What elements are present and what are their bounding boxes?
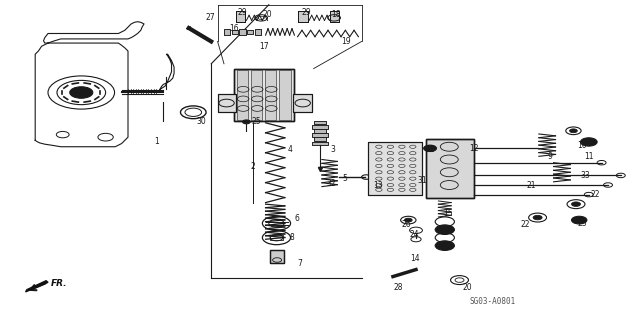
Text: FR.: FR. bbox=[51, 279, 68, 288]
Bar bbox=[368, 142, 422, 195]
Circle shape bbox=[435, 225, 454, 234]
Bar bbox=[224, 29, 230, 35]
Text: 12: 12 bbox=[469, 144, 478, 153]
Text: 19: 19 bbox=[340, 37, 351, 46]
Text: 28: 28 bbox=[394, 283, 403, 292]
Bar bbox=[293, 94, 312, 112]
Bar bbox=[247, 30, 253, 34]
Text: 16: 16 bbox=[228, 24, 239, 33]
Text: 14: 14 bbox=[410, 254, 420, 263]
Bar bbox=[330, 11, 339, 22]
Text: 10: 10 bbox=[577, 141, 588, 150]
Bar bbox=[232, 30, 238, 34]
Text: 30: 30 bbox=[196, 117, 207, 126]
Text: 21: 21 bbox=[527, 181, 536, 190]
Bar bbox=[239, 29, 246, 35]
Circle shape bbox=[424, 145, 436, 152]
Text: 2: 2 bbox=[250, 162, 255, 171]
Text: 33: 33 bbox=[580, 171, 591, 180]
Circle shape bbox=[572, 202, 580, 206]
Bar bbox=[218, 94, 236, 112]
Text: 29: 29 bbox=[237, 8, 247, 17]
Circle shape bbox=[404, 218, 412, 222]
Bar bbox=[232, 30, 238, 34]
Bar bbox=[237, 70, 248, 120]
Circle shape bbox=[243, 120, 250, 124]
Circle shape bbox=[435, 241, 454, 250]
Text: SG03-A0801: SG03-A0801 bbox=[470, 297, 516, 306]
Bar bbox=[236, 11, 245, 22]
Text: 26: 26 bbox=[401, 220, 412, 229]
Bar bbox=[218, 94, 236, 112]
Text: 3: 3 bbox=[330, 145, 335, 154]
Circle shape bbox=[70, 87, 93, 98]
Text: 5: 5 bbox=[342, 174, 347, 183]
Bar bbox=[293, 94, 312, 112]
Bar bbox=[270, 235, 283, 240]
Bar bbox=[314, 129, 326, 133]
Bar bbox=[298, 11, 308, 22]
Polygon shape bbox=[26, 281, 48, 292]
Text: 8: 8 bbox=[289, 233, 294, 242]
Bar bbox=[298, 11, 308, 22]
Circle shape bbox=[580, 138, 597, 146]
Bar bbox=[239, 29, 246, 35]
Bar bbox=[314, 137, 326, 141]
Bar bbox=[314, 121, 326, 124]
Text: 4: 4 bbox=[288, 145, 293, 154]
Bar bbox=[255, 29, 261, 35]
Bar bbox=[426, 139, 474, 198]
Text: 23: 23 bbox=[577, 219, 588, 228]
Text: 1: 1 bbox=[154, 137, 159, 146]
Bar bbox=[234, 69, 294, 121]
Bar bbox=[312, 125, 328, 129]
Text: 6: 6 bbox=[294, 214, 300, 223]
Text: 24: 24 bbox=[410, 230, 420, 239]
Bar bbox=[312, 133, 328, 137]
Text: 29: 29 bbox=[301, 8, 311, 17]
Text: 18: 18 bbox=[332, 10, 340, 19]
Text: 17: 17 bbox=[259, 42, 269, 51]
Bar bbox=[312, 142, 328, 145]
Circle shape bbox=[570, 129, 577, 133]
Text: 11: 11 bbox=[584, 152, 593, 161]
Bar bbox=[251, 70, 262, 120]
Text: 7: 7 bbox=[297, 259, 302, 268]
Text: 27: 27 bbox=[205, 13, 215, 22]
Text: 31: 31 bbox=[417, 176, 428, 185]
Text: 22: 22 bbox=[591, 190, 600, 199]
Bar bbox=[368, 142, 422, 195]
Bar bbox=[247, 30, 253, 34]
Bar bbox=[312, 125, 328, 129]
Bar bbox=[330, 11, 339, 22]
Bar bbox=[426, 139, 474, 198]
Bar bbox=[312, 142, 328, 145]
Text: 13: 13 bbox=[372, 181, 383, 189]
Text: 32: 32 bbox=[326, 179, 336, 188]
Bar bbox=[224, 29, 230, 35]
Bar bbox=[314, 129, 326, 133]
Bar bbox=[270, 250, 284, 263]
Bar bbox=[314, 121, 326, 124]
Text: 22: 22 bbox=[520, 220, 529, 229]
Bar bbox=[234, 69, 294, 121]
Bar bbox=[279, 70, 291, 120]
Circle shape bbox=[533, 215, 542, 220]
Bar bbox=[265, 70, 276, 120]
Bar bbox=[236, 11, 245, 22]
Text: 20: 20 bbox=[462, 283, 472, 292]
Bar bbox=[270, 250, 284, 263]
Text: 20: 20 bbox=[262, 10, 273, 19]
Text: 31: 31 bbox=[425, 145, 435, 154]
Circle shape bbox=[572, 216, 587, 224]
Text: 9: 9 bbox=[548, 152, 553, 161]
Text: 25: 25 bbox=[251, 117, 261, 126]
Bar bbox=[314, 137, 326, 141]
Bar bbox=[255, 29, 261, 35]
Bar bbox=[312, 133, 328, 137]
Text: 15: 15 bbox=[443, 209, 453, 218]
